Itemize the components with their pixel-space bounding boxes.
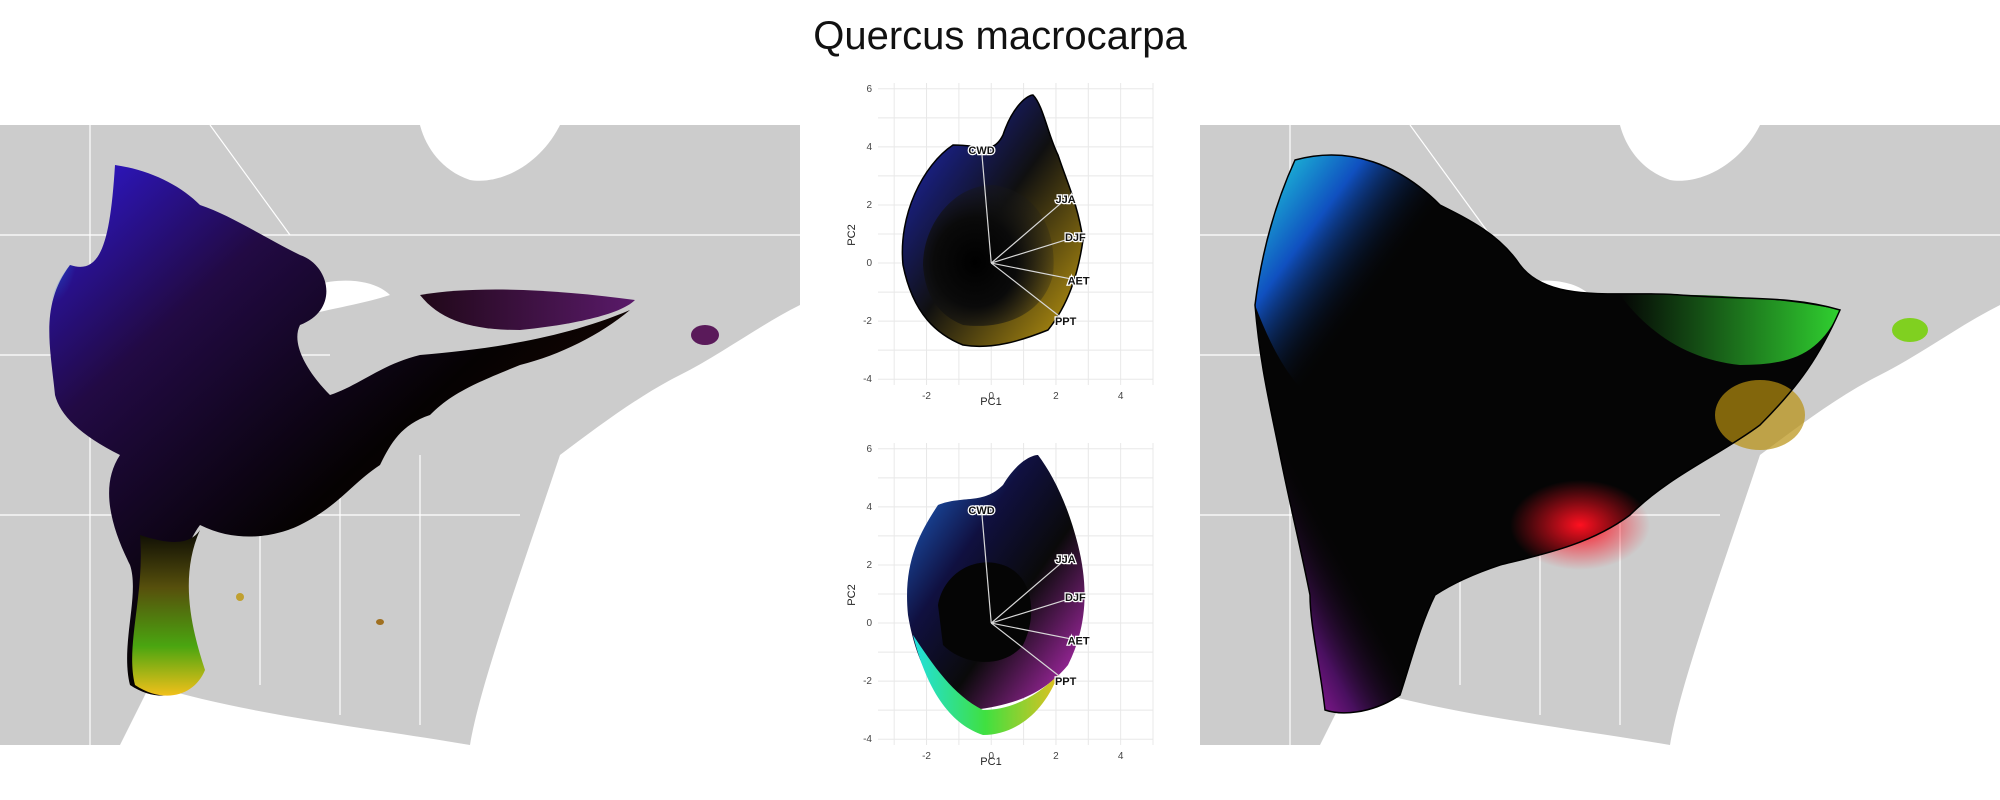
left-range-map	[0, 125, 800, 745]
range-patch-2	[376, 619, 384, 625]
hudson-bay	[1620, 125, 1760, 181]
loading-label-aet: AET	[1068, 635, 1090, 647]
y-tick-label: 6	[866, 84, 872, 95]
x-tick-label: -2	[922, 391, 931, 402]
gulf	[120, 685, 470, 745]
loading-label-ppt: PPT	[1055, 676, 1077, 688]
y-tick-label: -2	[863, 676, 872, 687]
biplot-bottom: CWD JJA DJF AET PPT -2 0 2 4 -4 -2 0 2 4 6 PC1 PC2	[846, 443, 1154, 768]
loading-arrow-djf	[991, 596, 1076, 624]
biplot-top: CWD JJA DJF AET PPT -2 0 2 4 -4 -2 0 2 4 6 PC1 PC2	[846, 83, 1154, 408]
x-tick-label: 2	[1053, 751, 1059, 762]
range-outline	[1254, 154, 1842, 714]
loading-label-aet: AET	[1068, 275, 1090, 287]
y-axis-label: PC2	[846, 224, 858, 245]
x-tick-label: 4	[1118, 751, 1124, 762]
loading-arrow-cwd	[980, 149, 992, 264]
loading-arrow-aet	[991, 262, 1079, 282]
axis-ticks: -2 0 2 4 -4 -2 0 2 4 6	[863, 84, 1124, 402]
x-tick-label: 2	[1053, 391, 1059, 402]
range-patch-1	[236, 593, 244, 601]
page-title: Quercus macrocarpa	[813, 14, 1187, 58]
x-tick-label: 0	[988, 391, 994, 402]
loading-arrow-aet	[991, 622, 1079, 642]
y-tick-label: -2	[863, 316, 872, 327]
x-tick-label: 4	[1118, 391, 1124, 402]
y-tick-label: 2	[866, 200, 872, 211]
ocean-east	[1670, 305, 2000, 745]
y-tick-label: 6	[866, 444, 872, 455]
x-axis-label: PC1	[980, 756, 1001, 768]
y-axis-label: PC2	[846, 584, 858, 605]
x-tick-label: 0	[988, 751, 994, 762]
loading-arrow-ppt	[990, 262, 1067, 322]
loading-arrow-jja	[990, 198, 1067, 264]
points-core	[938, 562, 1032, 662]
loading-label-jja: JJA	[1056, 554, 1076, 566]
y-tick-label: 4	[866, 142, 872, 153]
y-tick-label: 4	[866, 502, 872, 513]
right-range-map	[1200, 125, 2000, 745]
climate-space-core	[923, 185, 1054, 326]
loading-label-jja: JJA	[1056, 194, 1076, 206]
range-south	[132, 530, 205, 696]
loading-label-djf: DJF	[1065, 232, 1086, 244]
ocean-east	[470, 305, 800, 745]
range-blue	[46, 165, 127, 395]
loading-label-ppt: PPT	[1055, 316, 1077, 328]
y-tick-label: 0	[866, 258, 872, 269]
range-patch-ne	[691, 325, 719, 345]
climate-space-points-low	[913, 635, 1058, 735]
loading-arrow-jja	[990, 558, 1067, 624]
x-axis-label: PC1	[980, 396, 1001, 408]
loading-label-cwd: CWD	[968, 145, 994, 157]
gulf	[1320, 685, 1670, 745]
loading-label-djf: DJF	[1065, 592, 1086, 604]
y-tick-label: 0	[866, 618, 872, 629]
smoothed-range	[1255, 155, 1928, 713]
loading-arrow-djf	[991, 236, 1076, 264]
axis-ticks: -2 0 2 4 -4 -2 0 2 4 6	[863, 444, 1124, 762]
y-tick-label: 2	[866, 560, 872, 571]
loading-arrow-ppt	[990, 622, 1067, 682]
hudson-bay	[420, 125, 560, 181]
y-tick-label: -4	[863, 734, 872, 745]
range-main	[49, 165, 630, 696]
x-tick-label: -2	[922, 751, 931, 762]
loading-arrow-cwd	[980, 509, 992, 624]
range-east	[420, 289, 635, 330]
loading-label-cwd: CWD	[968, 505, 994, 517]
climate-space-outline	[901, 94, 1084, 348]
loading-arrows: CWD JJA DJF AET PPT	[967, 144, 1091, 330]
loading-arrows: CWD JJA DJF AET PPT	[967, 504, 1091, 690]
y-tick-label: -4	[863, 374, 872, 385]
